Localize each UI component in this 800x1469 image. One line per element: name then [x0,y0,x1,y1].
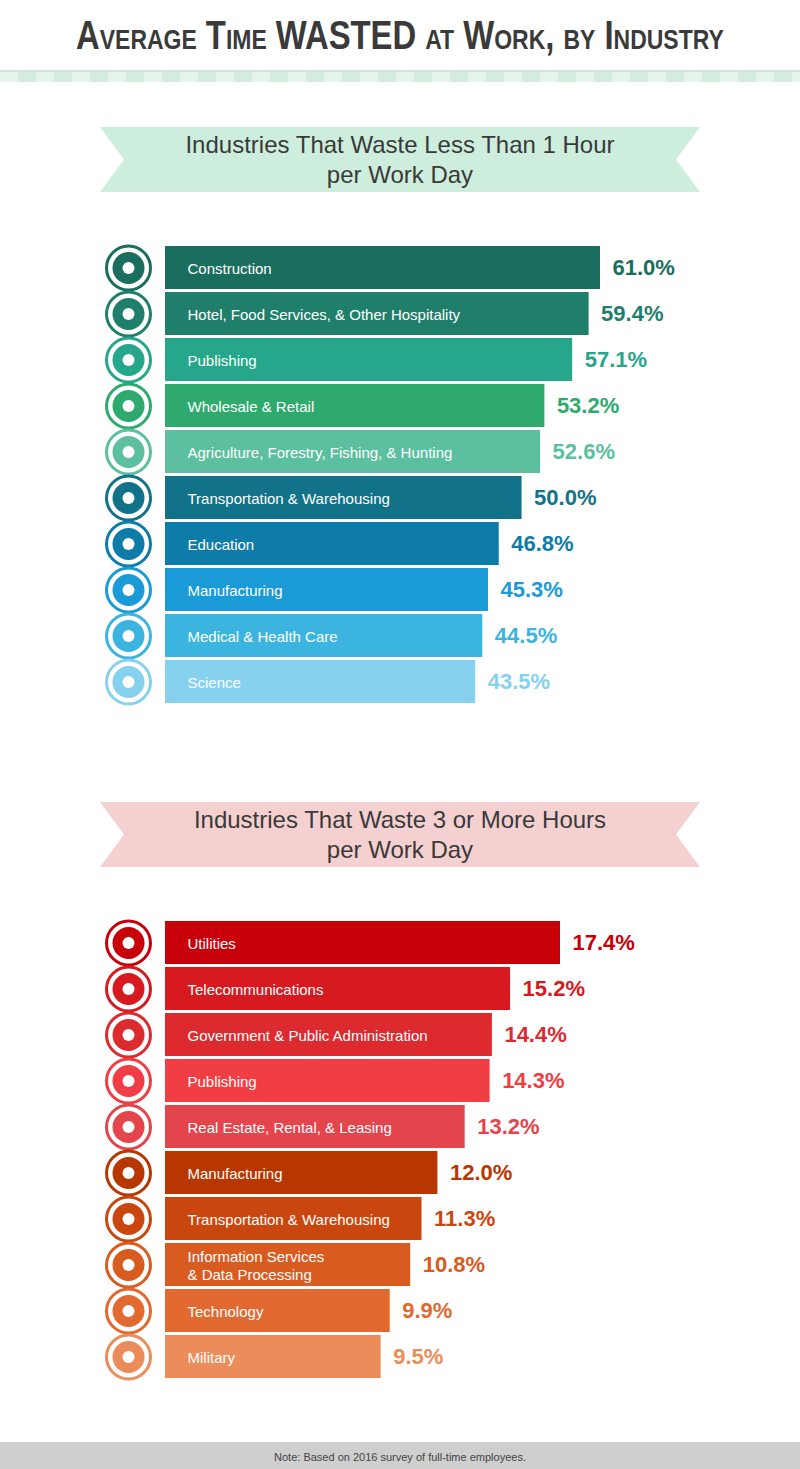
svg-text:Government & Public Administra: Government & Public Administration [188,1027,428,1044]
svg-text:57.1%: 57.1% [585,347,647,372]
svg-text:Manufacturing: Manufacturing [188,582,283,599]
svg-text:Medical & Health Care: Medical & Health Care [188,628,338,645]
svg-text:Military: Military [188,1349,236,1366]
svg-text:15.2%: 15.2% [523,976,585,1001]
svg-text:11.3%: 11.3% [434,1206,495,1231]
html-text:Average Time WASTED at Work, b: Average Time WASTED at Work, by Industry [76,12,724,57]
svg-text:12.0%: 12.0% [450,1160,512,1185]
svg-text:9.9%: 9.9% [402,1298,452,1323]
svg-text:44.5%: 44.5% [495,623,557,648]
svg-text:Manufacturing: Manufacturing [188,1165,283,1182]
svg-text:14.4%: 14.4% [504,1022,566,1047]
svg-text:14.3%: 14.3% [502,1068,564,1093]
svg-text:Science: Science [188,674,241,691]
svg-text:Publishing: Publishing [188,1073,257,1090]
svg-text:Construction: Construction [188,260,272,277]
svg-text:13.2%: 13.2% [477,1114,539,1139]
svg-text:Transportation & Warehousing: Transportation & Warehousing [188,490,390,507]
svg-text:10.8%: 10.8% [423,1252,485,1277]
svg-text:53.2%: 53.2% [557,393,619,418]
svg-text:50.0%: 50.0% [534,485,596,510]
svg-text:Publishing: Publishing [188,352,257,369]
svg-text:17.4%: 17.4% [573,930,635,955]
svg-text:Hotel, Food Services, & Other: Hotel, Food Services, & Other Hospitalit… [188,306,461,323]
svg-text:Education: Education [188,536,255,553]
svg-text:9.5%: 9.5% [393,1344,443,1369]
html-text:Industries That Waste Less Tha: Industries That Waste Less Than 1 Hour p… [185,130,615,188]
svg-text:Wholesale & Retail: Wholesale & Retail [188,398,315,415]
svg-text:Agriculture, Forestry, Fishing: Agriculture, Forestry, Fishing, & Huntin… [188,444,453,461]
svg-text:Utilities: Utilities [188,935,236,952]
html-text:Industries That Waste 3 or Mor: Industries That Waste 3 or More Hours pe… [193,805,607,863]
svg-text:Technology: Technology [188,1303,264,1320]
svg-text:Real Estate, Rental, & Leasing: Real Estate, Rental, & Leasing [188,1119,392,1136]
svg-text:45.3%: 45.3% [501,577,563,602]
svg-text:43.5%: 43.5% [488,669,550,694]
svg-text:59.4%: 59.4% [601,301,663,326]
svg-text:Transportation & Warehousing: Transportation & Warehousing [188,1211,390,1228]
svg-text:61.0%: 61.0% [613,255,675,280]
html-text:Note: Based on 2016 survey of: Note: Based on 2016 survey of full-time … [274,1450,526,1463]
svg-text:Telecommunications: Telecommunications [188,981,324,998]
svg-text:Information Services& Data Pro: Information Services& Data Processing [188,1248,325,1284]
svg-text:52.6%: 52.6% [553,439,615,464]
svg-text:46.8%: 46.8% [511,531,573,556]
